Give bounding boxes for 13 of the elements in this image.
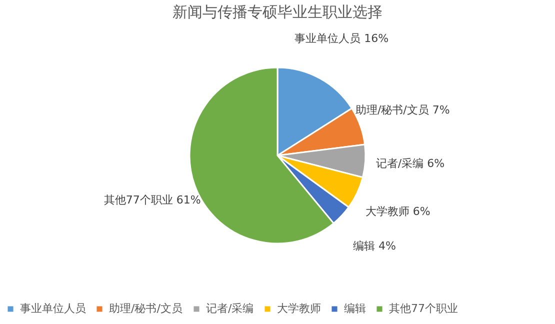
category-label: 其他77个职业 61% <box>104 194 201 207</box>
legend-label: 助理/秘书/文员 <box>109 302 182 315</box>
legend-label: 大学教师 <box>277 302 321 315</box>
category-label: 事业单位人员 16% <box>294 32 389 45</box>
category-label: 助理/秘书/文员 7% <box>355 103 450 116</box>
category-label: 大学教师 6% <box>365 205 430 218</box>
legend-label: 其他77个职业 <box>389 302 458 315</box>
legend-label: 记者/采编 <box>206 302 254 315</box>
chart-title: 新闻与传播专硕毕业生职业选择 <box>172 3 382 21</box>
category-label: 记者/采编 6% <box>376 156 445 170</box>
category-label: 编辑 4% <box>352 240 396 253</box>
legend-label: 编辑 <box>344 302 366 315</box>
legend-label: 事业单位人员 <box>20 302 86 315</box>
